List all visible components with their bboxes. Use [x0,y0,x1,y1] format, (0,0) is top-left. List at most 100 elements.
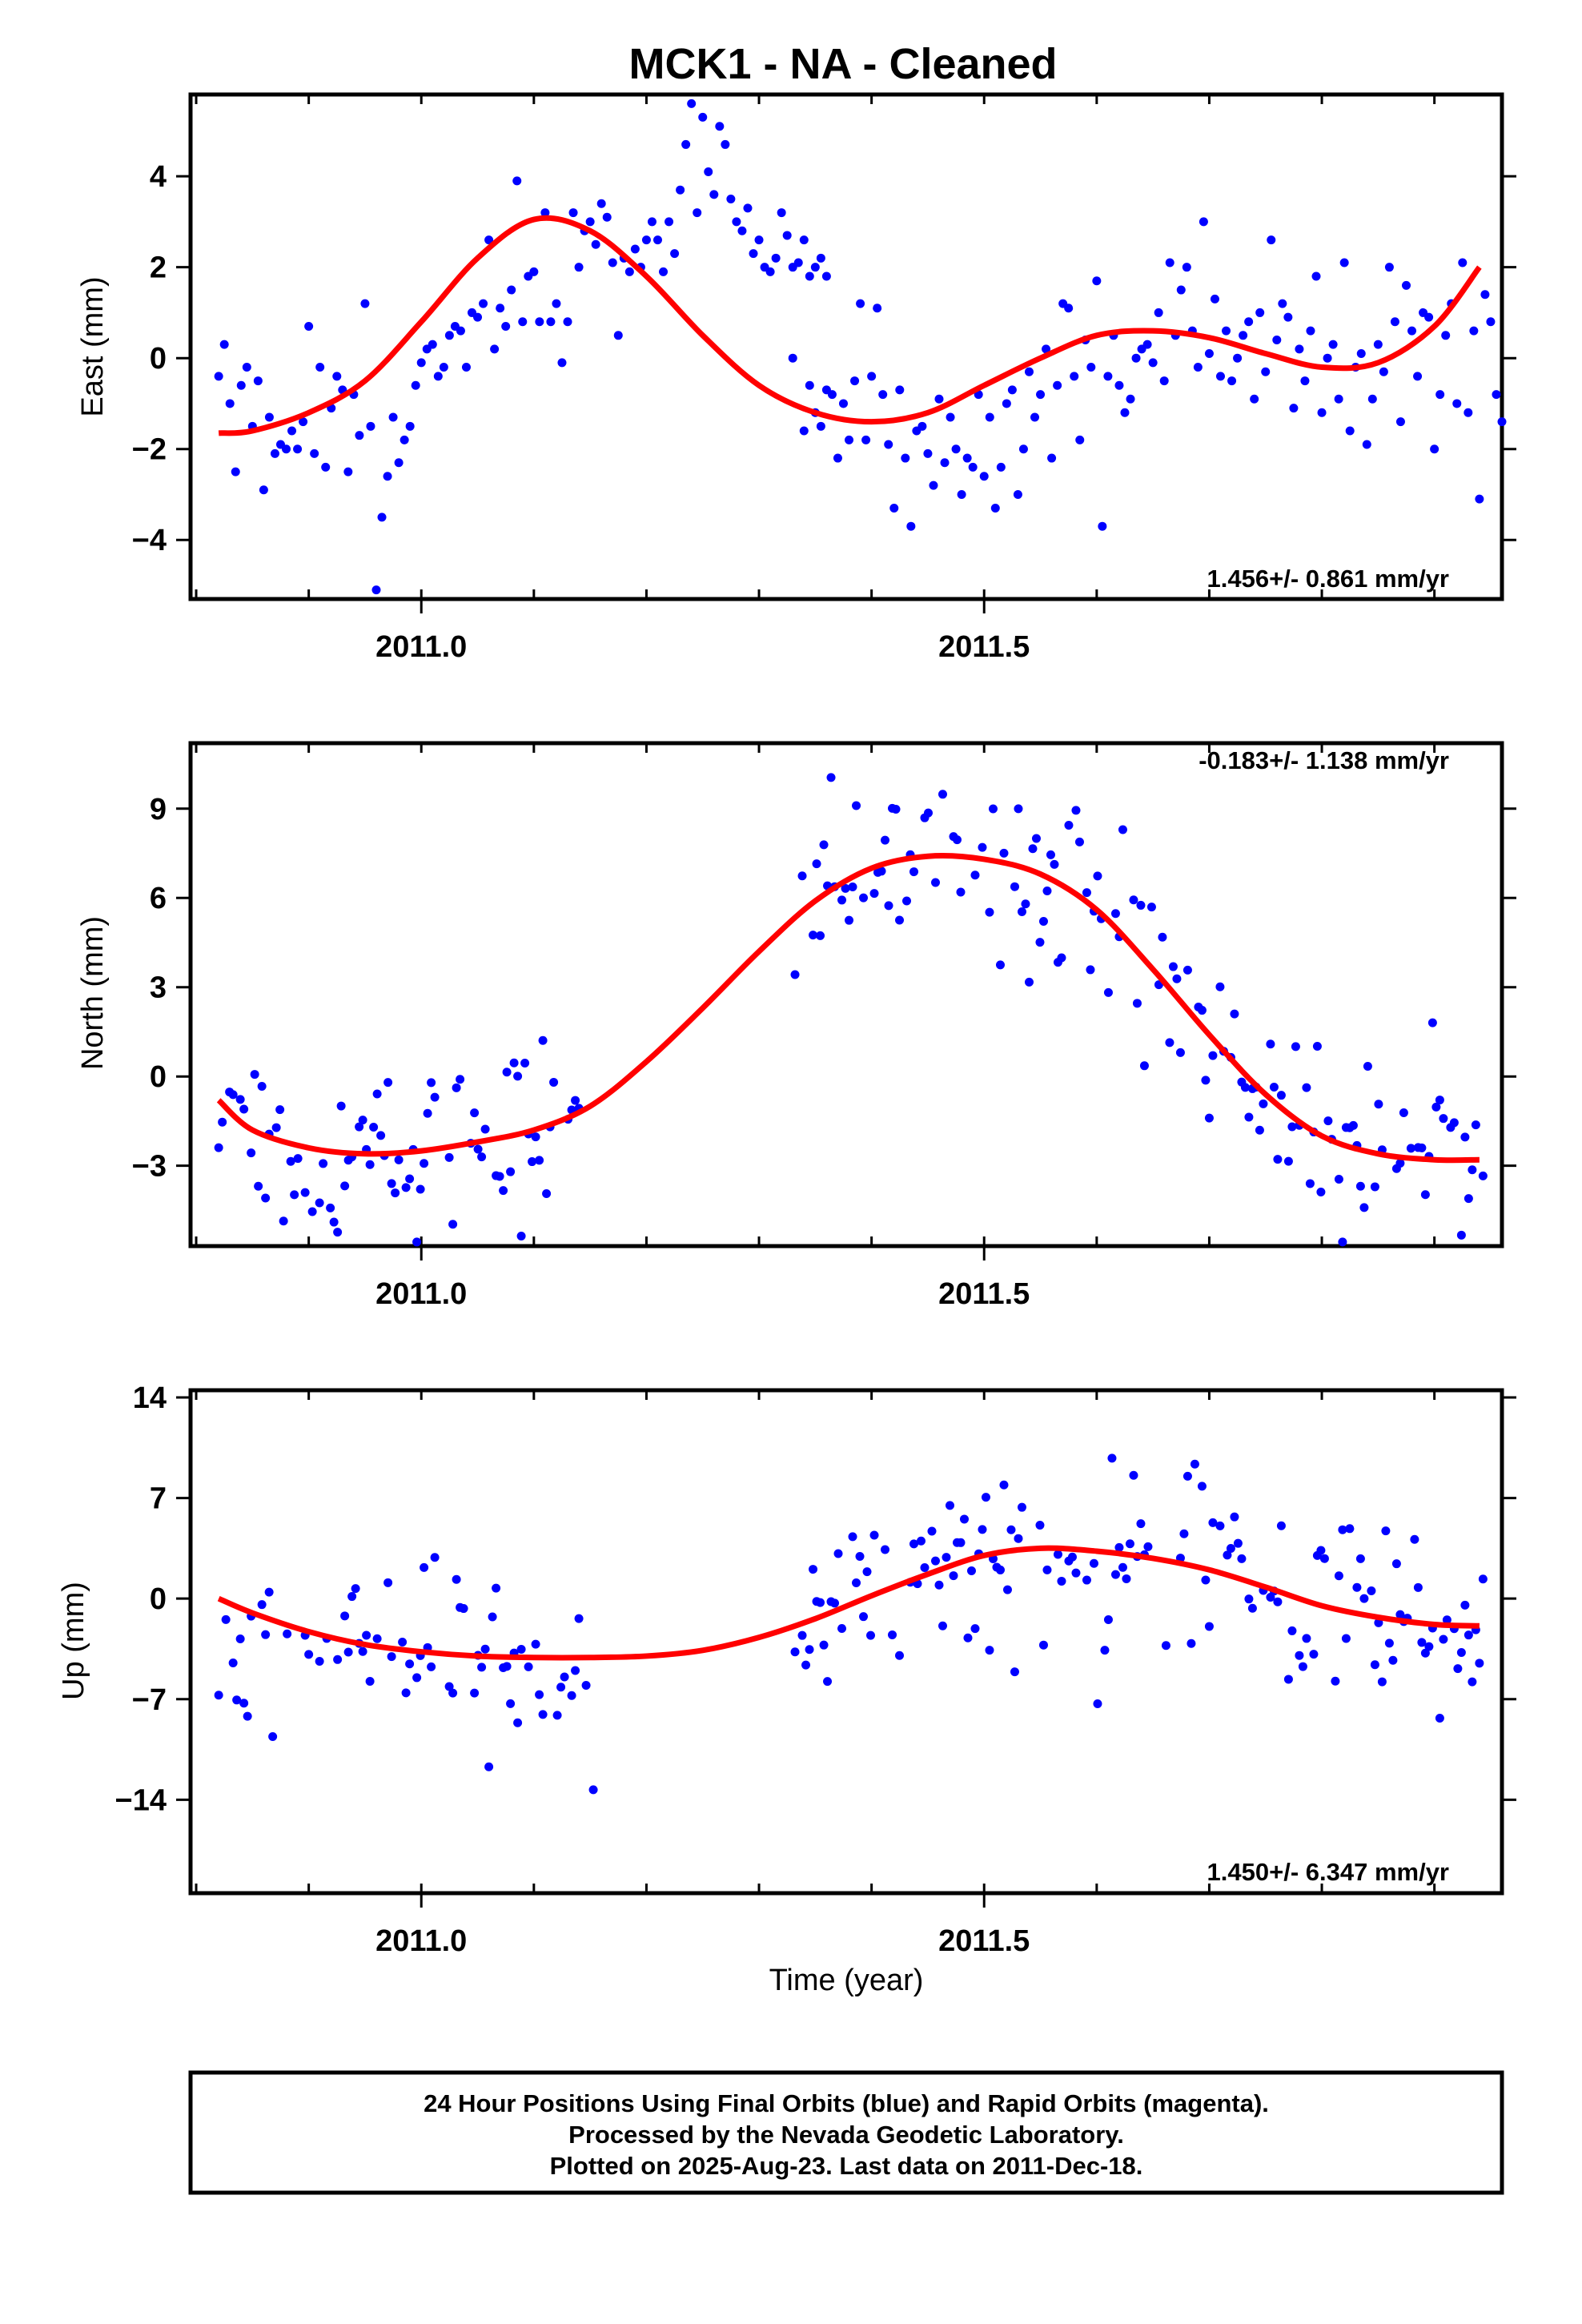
east-data-point [1239,331,1248,340]
north-data-point [1082,888,1091,898]
up-data-point [1453,1664,1463,1674]
up-data-point [1100,1646,1110,1655]
east-data-point [659,267,669,276]
north-data-point [1139,1061,1149,1071]
north-data-point [895,915,905,925]
up-fit-curve [217,1545,1480,1661]
east-data-point [282,444,291,454]
north-data-point [420,1159,429,1168]
north-marks: 2011.0 2011.5 9 6 3 0 −3 [132,743,1516,1311]
east-data-point [1334,394,1343,404]
up-data-point [506,1699,516,1708]
up-data-point [1071,1568,1081,1578]
up-data-point [1129,1470,1138,1480]
north-data-point [930,878,940,887]
up-data-point [1244,1594,1254,1604]
up-data-point [560,1672,569,1682]
east-data-point [793,258,803,267]
north-data-point [427,1078,436,1088]
east-data-point [1002,399,1011,408]
north-data-point [812,859,821,869]
up-data-point [552,1711,562,1720]
north-data-point [531,1132,540,1142]
east-data-point [1064,304,1074,313]
up-y-tick-label: −7 [132,1683,167,1717]
east-data-point [259,485,268,495]
north-data-point [423,1108,432,1118]
up-x-tick-label: 2011.0 [375,1924,467,1958]
north-data-point [340,1181,350,1191]
up-data-point [1143,1542,1153,1551]
up-panel: Up (mm) 1.450+/- 6.347 mm/yr 2011.0 2011.… [57,1381,1516,1958]
up-data-point [949,1571,958,1581]
north-data-point [452,1083,461,1092]
east-data-point [214,372,223,381]
up-data-point [1276,1521,1286,1530]
up-data-point [1319,1554,1329,1563]
east-data-point [1199,217,1208,227]
north-data-point [1024,977,1034,987]
east-data-point [411,380,420,390]
up-y-tick-label: 0 [150,1582,167,1616]
north-data-point [279,1216,288,1226]
up-data-point [830,1598,840,1608]
north-data-point [1374,1100,1383,1109]
east-data-point [1030,412,1040,422]
north-data-point [1021,899,1030,909]
east-data-point [641,235,651,245]
east-data-point [985,412,994,422]
footer-frame [188,2070,1504,2195]
north-data-point [480,1124,490,1134]
north-data-point [214,1143,223,1152]
up-data-point [1345,1524,1355,1534]
chart-title: MCK1 - NA - Cleaned [628,40,1057,88]
north-data-point [1172,974,1182,983]
up-data-point [1093,1699,1102,1709]
north-data-point [401,1183,411,1192]
up-data-point [398,1637,408,1647]
north-data-point [275,1105,285,1115]
up-data-point [347,1592,357,1602]
east-rate-text: 1.456+/- 0.861 mm/yr [1207,565,1449,593]
north-data-point [1348,1120,1358,1130]
up-data-point [1006,1525,1016,1534]
east-data-point [951,444,961,454]
east-marks: 2011.0 2011.5 4 2 0 −2 −4 [132,94,1516,664]
up-data-point [978,1525,987,1534]
east-data-point [906,521,916,531]
north-data-point [369,1123,379,1132]
east-data-point [1384,263,1394,272]
east-data-point [596,199,606,208]
north-data-point [456,1075,465,1084]
north-data-point [988,804,998,814]
up-data-point [801,1660,811,1670]
up-data-point [221,1614,231,1624]
east-data-point [721,139,730,149]
north-panel: North (mm) -0.183+/- 1.138 mm/yr 2011.0 2… [76,741,1516,1311]
east-data-point [946,412,955,422]
east-data-point [1075,435,1085,444]
up-data-point [574,1614,584,1623]
up-data-point [1478,1574,1488,1584]
up-data-point [1215,1521,1225,1530]
east-data-point [1339,258,1349,267]
up-data-point [895,1651,905,1660]
north-data-point [938,790,947,799]
east-data-point [799,426,809,436]
up-data-point [1089,1558,1098,1568]
east-data-point [501,321,511,331]
up-data-point [970,1624,980,1634]
north-data-point [1471,1120,1480,1130]
up-data-point [1388,1655,1398,1665]
up-data-point [1377,1677,1387,1687]
up-data-point [999,1480,1009,1490]
up-data-point [859,1612,869,1622]
up-data-point [304,1650,314,1659]
up-data-point [1413,1582,1423,1592]
up-data-point [343,1647,353,1657]
up-data-point [1424,1642,1434,1651]
north-data-point [1431,1102,1441,1112]
east-data-point [225,399,235,408]
east-data-point [1267,235,1276,245]
